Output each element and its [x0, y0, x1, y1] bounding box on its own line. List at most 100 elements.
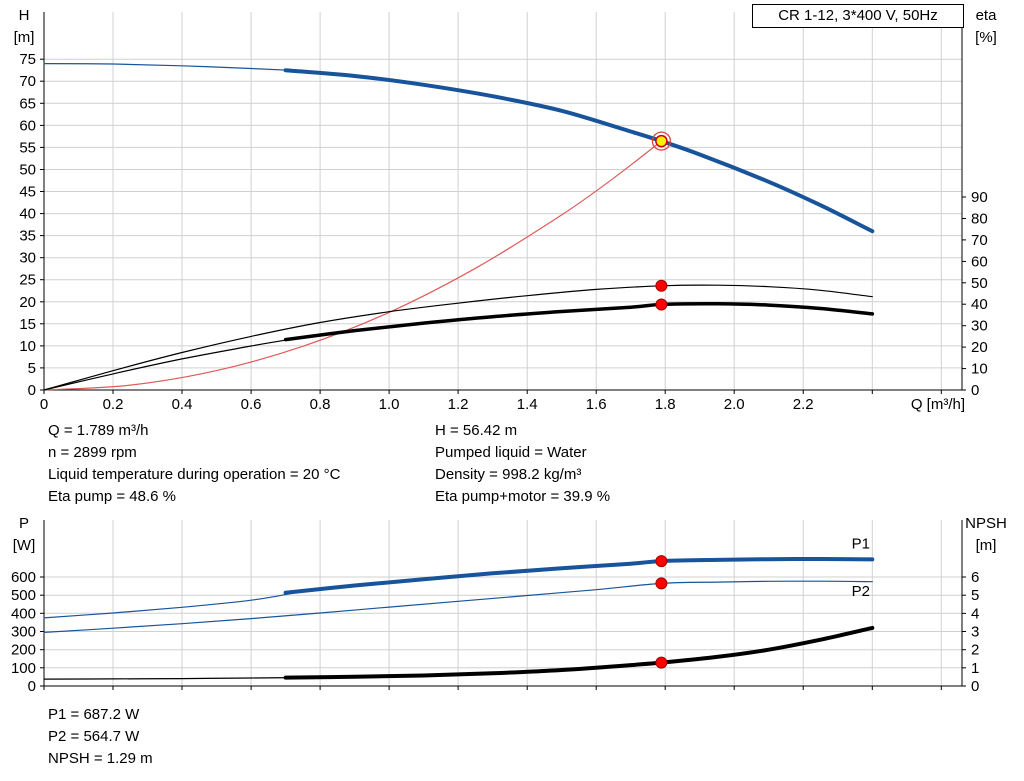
axis-tick-label: 55: [19, 139, 36, 156]
info-line: Eta pump = 48.6 %: [48, 488, 176, 505]
axis-tick-label: 2.2: [793, 396, 814, 413]
y-right-axis-title: eta: [976, 7, 998, 24]
x-axis-unit-label: Q [m³/h]: [911, 396, 965, 413]
axis-tick-label: 5: [28, 360, 36, 377]
axis-tick-label: 1.4: [517, 396, 538, 413]
axis-tick-label: 0: [40, 396, 48, 413]
axis-tick-label: 5: [971, 587, 979, 604]
axis-tick-label: 30: [19, 250, 36, 267]
axis-tick-label: 4: [971, 605, 979, 622]
eta-pump-motor-point: [655, 298, 668, 311]
axis-tick-label: 10: [971, 361, 988, 378]
axis-tick-label: 25: [19, 272, 36, 289]
duty-info-right: H = 56.42 m Pumped liquid = Water Density …: [435, 420, 610, 508]
axis-tick-label: 35: [19, 228, 36, 245]
npsh-curve: [283, 625, 875, 680]
head-curve-lead: [43, 63, 300, 72]
axis-tick-label: 70: [971, 232, 988, 249]
axis-tick-label: 100: [11, 660, 36, 677]
axes: [40, 520, 966, 690]
p2-point: [655, 577, 668, 590]
axis-tick-label: 70: [19, 73, 36, 90]
axis-tick-label: 0.2: [103, 396, 124, 413]
info-line: P1 = 687.2 W: [48, 706, 140, 723]
eta-pump-motor-lead: [43, 338, 294, 391]
axis-tick-label: 2.0: [724, 396, 745, 413]
eta-pump-curve: [43, 284, 873, 391]
axis-tick-label: 1.8: [655, 396, 676, 413]
info-line: Pumped liquid = Water: [435, 444, 587, 461]
axis-tick-label: 0: [971, 678, 979, 695]
head-curve: [283, 68, 875, 234]
axis-tick-label: 1: [971, 660, 979, 677]
y-left-axis-title: H: [19, 7, 30, 24]
info-line: NPSH = 1.29 m: [48, 750, 153, 767]
y-right-axis-title: [%]: [975, 29, 997, 46]
axis-tick-label: 50: [971, 275, 988, 292]
axis-tick-label: 0.6: [241, 396, 262, 413]
y-left-axis-title: [W]: [13, 537, 36, 554]
power-npsh-info: P1 = 687.2 W P2 = 564.7 W NPSH = 1.29 m: [48, 704, 153, 770]
npsh-point: [655, 656, 668, 669]
gridlines: [44, 520, 962, 686]
info-line: Q = 1.789 m³/h: [48, 422, 149, 439]
info-line: Eta pump+motor = 39.9 %: [435, 488, 611, 505]
duty-point-ring: [651, 131, 672, 151]
axis-tick-label: 3: [971, 624, 979, 641]
y-right-axis-title: [m]: [976, 537, 997, 554]
duty-info-left: Q = 1.789 m³/h n = 2899 rpm Liquid tempera…: [48, 420, 340, 508]
axis-tick-label: 60: [971, 253, 988, 270]
axis-tick-label: 400: [11, 605, 36, 622]
axis-tick-label: 50: [19, 161, 36, 178]
gridlines: [44, 12, 962, 390]
p1-curve: [283, 556, 875, 595]
series-label: P2: [852, 583, 870, 600]
axis-tick-label: 40: [19, 206, 36, 223]
axis-tick-label: 1.0: [379, 396, 400, 413]
axis-tick-label: 2: [971, 642, 979, 659]
axis-tick-label: 80: [971, 210, 988, 227]
axis-tick-label: 0: [28, 382, 36, 399]
axis-tick-label: 300: [11, 623, 36, 640]
axis-tick-label: 75: [19, 51, 36, 68]
axis-tick-label: 40: [971, 296, 988, 313]
pump-title-box: CR 1-12, 3*400 V, 50Hz: [752, 4, 964, 28]
axis-tick-label: 65: [19, 95, 36, 112]
p1-curve-lead: [43, 592, 294, 619]
axis-tick-label: 600: [11, 569, 36, 586]
y-left-axis-title: [m]: [14, 29, 35, 46]
axis-tick-label: 1.2: [448, 396, 469, 413]
system-curve: [43, 140, 662, 391]
axis-tick-label: 90: [971, 189, 988, 206]
series-label: P1: [852, 536, 870, 553]
axis-tick-label: 30: [971, 318, 988, 335]
axis-tick-label: 6: [971, 569, 979, 586]
p2-curve: [43, 580, 873, 633]
axis-tick-label: 0.4: [172, 396, 193, 413]
eta-pump-motor-curve: [283, 302, 875, 342]
info-line: P2 = 564.7 W: [48, 728, 140, 745]
axis-tick-label: 0.8: [310, 396, 331, 413]
axis-tick-label: 20: [971, 339, 988, 356]
y-left-axis-title: P: [19, 515, 29, 532]
axis-tick-label: 500: [11, 587, 36, 604]
info-line: Liquid temperature during operation = 20…: [48, 466, 341, 483]
axis-tick-label: 200: [11, 642, 36, 659]
axis-tick-label: 1.6: [586, 396, 607, 413]
info-line: n = 2899 rpm: [48, 444, 137, 461]
axes: [40, 12, 966, 394]
eta-pump-point: [655, 279, 668, 292]
axis-tick-label: 0: [971, 382, 979, 399]
axis-tick-label: 10: [19, 338, 36, 355]
axis-tick-label: 20: [19, 294, 36, 311]
info-line: Density = 998.2 kg/m³: [435, 466, 582, 483]
y-right-axis-title: NPSH: [965, 515, 1007, 532]
duty-point: [655, 134, 668, 148]
axis-tick-label: 60: [19, 117, 36, 134]
axis-tick-label: 0: [28, 678, 36, 695]
npsh-curve-lead: [43, 677, 294, 680]
info-line: H = 56.42 m: [435, 422, 518, 439]
axis-tick-label: 45: [19, 184, 36, 201]
